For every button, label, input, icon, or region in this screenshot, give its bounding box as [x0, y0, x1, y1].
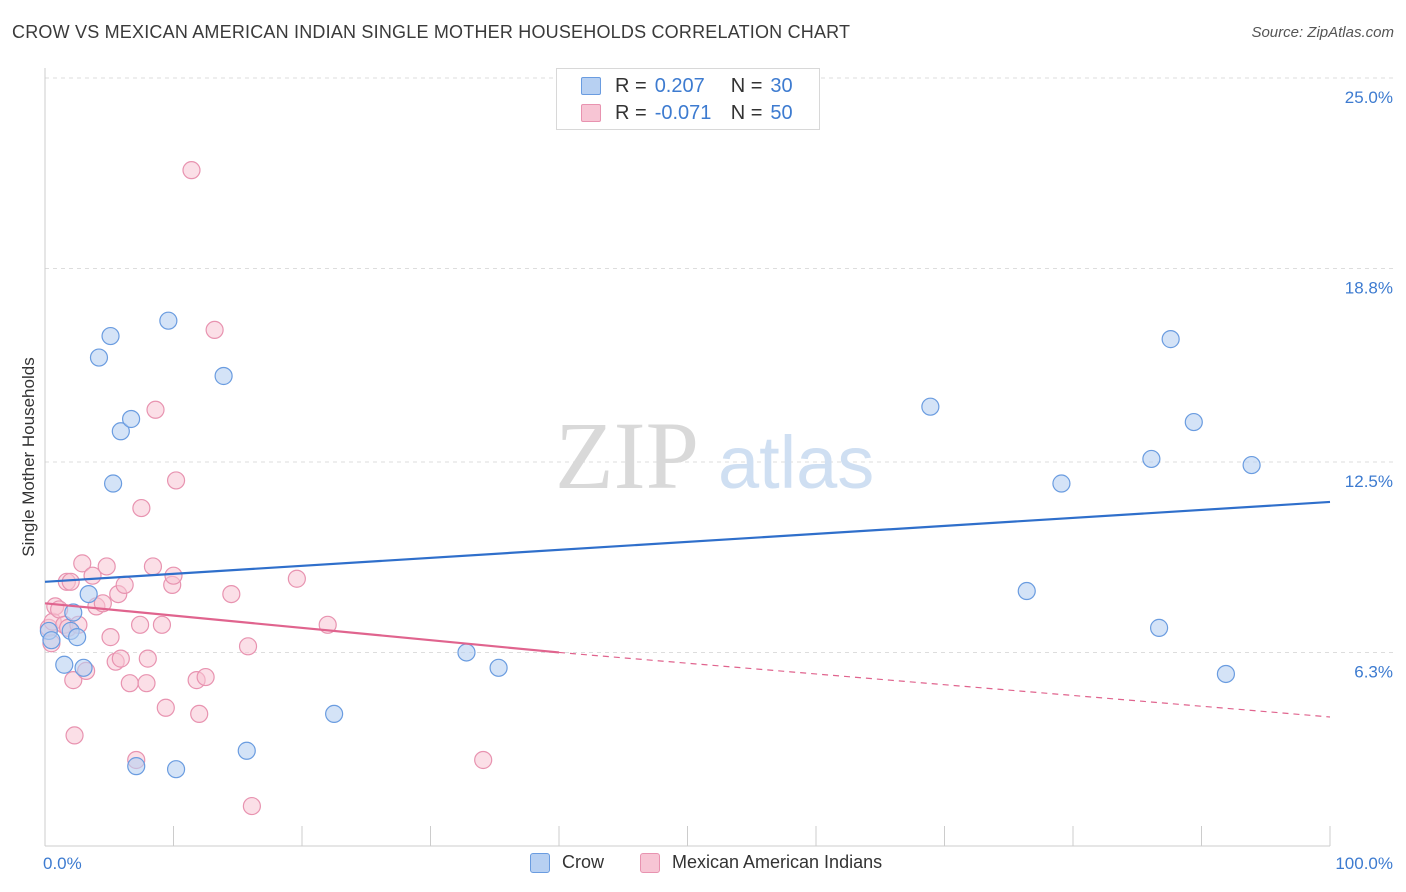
crow-point	[55, 655, 74, 674]
crow-point	[68, 628, 87, 647]
mai-legend-swatch	[640, 852, 660, 873]
crow-point	[74, 658, 93, 677]
mai-point	[138, 649, 157, 668]
crow-point	[101, 326, 120, 346]
r-label: R =	[615, 101, 647, 124]
mai-point	[137, 674, 156, 693]
crow-point	[1216, 664, 1236, 684]
crow-point	[1017, 581, 1036, 601]
crow-point	[166, 760, 186, 779]
crow-legend-label: Crow	[562, 852, 605, 872]
mai-point	[115, 575, 134, 594]
crow-point	[921, 397, 940, 416]
mai-point	[196, 667, 215, 687]
mai-point	[61, 572, 80, 591]
mai-point	[97, 557, 116, 576]
crow-point	[42, 631, 61, 650]
mai-point	[474, 750, 493, 770]
crow-point	[1142, 449, 1161, 469]
axes	[44, 68, 1331, 847]
r-value: -0.071	[654, 101, 712, 124]
crow-point	[457, 643, 476, 662]
mai-point	[152, 615, 172, 634]
crow-point	[237, 741, 256, 760]
correlation-legend: R = 0.207 N = 30 R = -0.071 N = 50	[556, 68, 820, 130]
mai-point	[65, 726, 84, 745]
mai-point	[132, 498, 151, 518]
crow-swatch	[581, 77, 601, 95]
crow-point	[111, 422, 130, 441]
mai-swatch	[581, 104, 601, 122]
mai-point	[64, 671, 83, 690]
mai-point	[205, 320, 224, 340]
mai-point	[287, 569, 306, 588]
r-value: 0.207	[654, 74, 705, 97]
mai-trend-line-extended	[558, 651, 1331, 718]
mai-point	[120, 674, 139, 693]
series-legend: Crow Mexican American Indians	[0, 852, 1406, 878]
crow-point	[489, 658, 508, 677]
n-value: 50	[770, 101, 793, 124]
watermark-zip: ZIP	[555, 402, 699, 509]
crow-point	[79, 584, 98, 604]
gridlines	[45, 77, 1395, 653]
y-tick-label: 6.3%	[1354, 662, 1393, 681]
legend-item-mai[interactable]: Mexican American Indians	[640, 852, 882, 873]
watermark-atlas: atlas	[718, 421, 874, 504]
crow-points	[39, 311, 1261, 779]
mai-point	[111, 649, 130, 668]
crow-point	[127, 757, 146, 776]
mai-point	[143, 557, 163, 576]
mai-point	[73, 554, 92, 573]
mai-legend-label: Mexican American Indians	[672, 852, 883, 872]
y-axis-title: Single Mother Households	[19, 357, 38, 556]
x-tick-label: 100.0%	[1335, 854, 1393, 873]
mai-point	[101, 628, 120, 647]
r-label: R =	[615, 74, 647, 97]
x-tick-label: 0.0%	[43, 854, 82, 873]
chart-source: Source: ZipAtlas.com	[1251, 24, 1394, 41]
crow-trend-line	[44, 500, 1331, 583]
y-tick-label: 18.8%	[1345, 278, 1393, 297]
mai-point	[156, 698, 175, 717]
trend-lines	[44, 500, 1331, 718]
mai-trend-line	[44, 602, 560, 654]
n-label: N =	[730, 101, 763, 124]
mai-point	[222, 584, 241, 604]
crow-point	[121, 409, 141, 429]
crow-point	[89, 348, 109, 367]
n-label: N =	[730, 74, 763, 97]
mai-point	[242, 796, 261, 816]
crow-point	[1161, 330, 1180, 349]
crow-point	[1184, 412, 1203, 432]
mai-point	[146, 400, 165, 419]
crow-point	[325, 704, 344, 724]
crow-point	[1149, 618, 1169, 637]
crow-point	[214, 366, 233, 386]
crow-point	[64, 603, 83, 622]
chart-title: CROW VS MEXICAN AMERICAN INDIAN SINGLE M…	[12, 22, 851, 42]
mai-point	[164, 566, 183, 585]
mai-point	[182, 161, 201, 180]
mai-point	[166, 471, 186, 490]
mai-point	[190, 704, 209, 724]
y-tick-label: 25.0%	[1345, 88, 1393, 107]
crow-legend-swatch	[530, 852, 550, 873]
legend-row-crow: R = 0.207 N = 30	[581, 73, 793, 99]
y-tick-label: 12.5%	[1345, 472, 1393, 491]
crow-point	[104, 474, 123, 493]
n-value: 30	[770, 74, 793, 97]
mai-point	[238, 637, 258, 656]
mai-point	[130, 615, 150, 634]
crow-point	[1242, 455, 1261, 475]
crow-point	[1052, 474, 1071, 493]
legend-item-crow[interactable]: Crow	[530, 852, 604, 873]
legend-row-mai: R = -0.071 N = 50	[581, 100, 793, 126]
tick-labels: 6.3% 12.5% 18.8% 25.0% 0.0% 100.0%	[43, 88, 1393, 873]
crow-point	[159, 311, 178, 330]
